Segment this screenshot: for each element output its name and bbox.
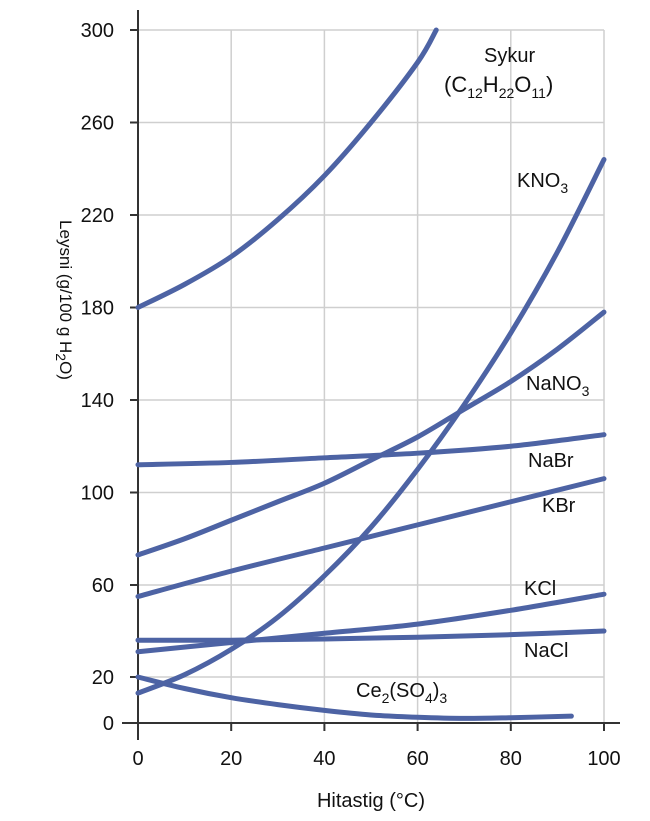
- series-label-sykur-c12h22o11-line1: Sykur: [484, 45, 535, 67]
- series-label-ce2-so4-3: Ce2(SO4)3: [356, 680, 447, 706]
- series-label-nano3: NaNO3: [526, 373, 590, 399]
- series-line-nacl: [135, 628, 607, 643]
- y-tick-label: 260: [81, 113, 114, 135]
- y-axis-title: Leysni (g/100 g H2O): [53, 220, 75, 380]
- x-axis-title: Hitastig (°C): [317, 790, 425, 812]
- y-tick-label: 0: [103, 713, 114, 735]
- x-tick-label: 20: [220, 748, 242, 770]
- y-tick-label: 100: [81, 483, 114, 505]
- series-label-nabr: NaBr: [528, 450, 574, 472]
- y-tick-label: 220: [81, 205, 114, 227]
- x-tick-label: 100: [587, 748, 620, 770]
- y-tick-label: 140: [81, 390, 114, 412]
- series-line-nabr: [135, 432, 607, 468]
- series-label-sykur-c12h22o11: (C12H22O11): [444, 72, 553, 101]
- series-labels: Sykur (C12H22O11) KNO3 NaNO3 NaBr KBr KCl NaCl C…: [356, 45, 590, 706]
- x-tick-label: 0: [132, 748, 143, 770]
- series-label-nacl: NaCl: [524, 640, 568, 662]
- x-tick-label: 40: [313, 748, 335, 770]
- x-tick-label: 80: [500, 748, 522, 770]
- y-tick-label: 60: [92, 575, 114, 597]
- series-line-kno3: [135, 157, 607, 696]
- series-label-kbr: KBr: [542, 495, 576, 517]
- y-tick-label: 300: [81, 20, 114, 42]
- series-curves: [135, 27, 607, 721]
- x-tick-label: 60: [406, 748, 428, 770]
- axes: 0 20 40 60 80 100 0 20 60 100 140 180 220 260 300 Hitas…: [53, 10, 621, 812]
- series-line-kbr: [135, 476, 607, 599]
- series-label-kcl: KCl: [524, 578, 556, 600]
- grid: [138, 29, 605, 723]
- y-tick-label: 20: [92, 667, 114, 689]
- series-line-ce2-so4-3: [135, 674, 574, 721]
- series-label-kno3: KNO3: [517, 170, 568, 196]
- series-line-sykur-c12h22o11: [135, 27, 439, 310]
- y-tick-label: 180: [81, 298, 114, 320]
- series-line-kcl: [135, 591, 607, 655]
- series-line-nano3: [135, 309, 607, 558]
